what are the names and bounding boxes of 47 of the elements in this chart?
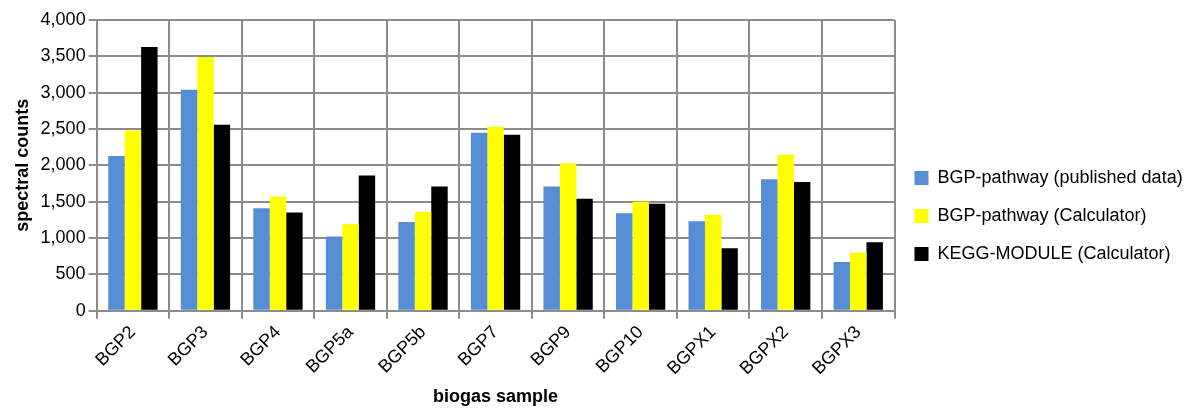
bar xyxy=(850,252,867,310)
bar xyxy=(342,224,359,310)
y-tick-label: 1,000 xyxy=(40,226,86,247)
y-tick-label: 3,500 xyxy=(40,45,86,66)
bar xyxy=(398,222,415,310)
bar xyxy=(414,211,432,310)
bar xyxy=(576,198,593,310)
bar xyxy=(325,236,343,310)
bar xyxy=(358,175,376,310)
bar xyxy=(793,182,811,310)
bar xyxy=(470,132,488,310)
y-tick-label: 4,000 xyxy=(40,8,86,29)
bar xyxy=(866,242,883,310)
y-tick-label: 2,000 xyxy=(40,154,86,175)
bar xyxy=(269,196,287,310)
bar xyxy=(141,46,158,310)
bar xyxy=(833,261,851,310)
bar xyxy=(431,186,448,310)
bar xyxy=(632,201,649,310)
bar xyxy=(761,179,778,310)
y-tick-label: 1,500 xyxy=(40,190,86,211)
legend-label: BGP-pathway (Calculator) xyxy=(937,204,1147,225)
bar xyxy=(503,134,521,310)
bar xyxy=(615,213,633,310)
bar xyxy=(124,130,142,310)
y-tick-label: 3,000 xyxy=(40,81,86,102)
bar xyxy=(688,221,705,310)
bar xyxy=(180,89,198,310)
bar xyxy=(559,163,577,310)
bar xyxy=(543,186,560,310)
legend-label: KEGG-MODULE (Calculator) xyxy=(937,242,1171,263)
legend-label: BGP-pathway (published data) xyxy=(937,166,1183,187)
bar xyxy=(777,154,794,310)
bar xyxy=(704,214,722,310)
bar xyxy=(721,248,738,310)
bar xyxy=(108,155,125,310)
y-tick-label: 0 xyxy=(75,299,86,320)
bar xyxy=(487,126,504,310)
bar xyxy=(648,203,666,310)
bar xyxy=(213,124,231,310)
y-tick-label: 2,500 xyxy=(40,117,86,138)
bar xyxy=(253,208,270,310)
bar xyxy=(286,212,303,310)
y-tick-label: 500 xyxy=(55,263,86,284)
y-axis-title: spectral counts xyxy=(11,98,32,232)
x-axis-title: biogas sample xyxy=(433,386,559,407)
bar xyxy=(197,57,214,310)
